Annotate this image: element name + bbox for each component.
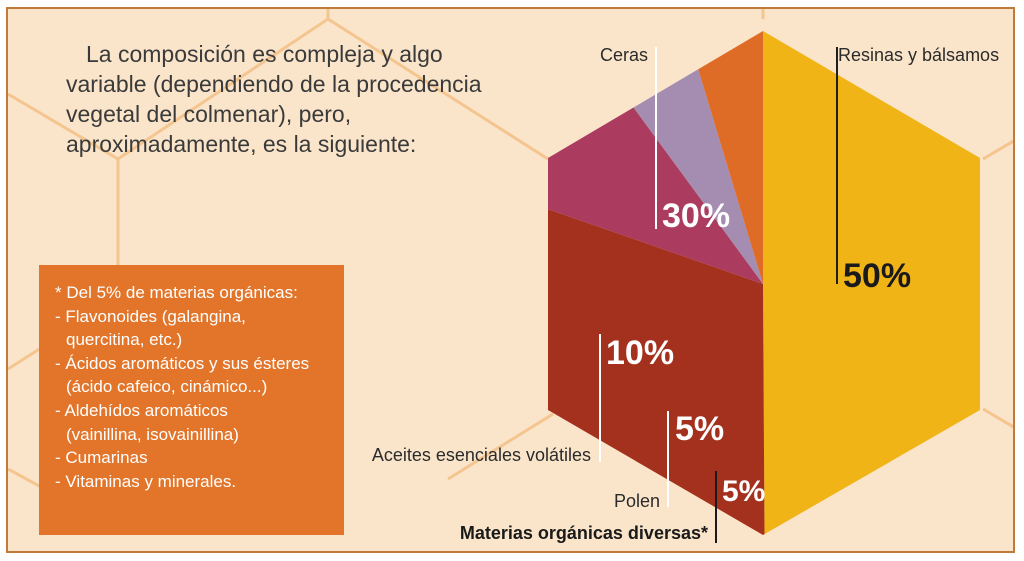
note-item: quercitina, etc.) <box>66 330 183 350</box>
honeycomb-line <box>982 407 1013 429</box>
slice-4 <box>698 31 763 284</box>
slice-percent-2: 10% <box>606 334 674 372</box>
organic-matter-list: * Del 5% de materias orgánicas: - Flavono… <box>55 281 334 493</box>
note-item: - Vitaminas y minerales. <box>55 471 237 491</box>
slice-percent-3: 5% <box>675 410 724 448</box>
slice-3 <box>633 69 763 284</box>
note-item: (ácido cafeico, cinámico...) <box>66 377 268 397</box>
honeycomb-line <box>982 139 1013 161</box>
slice-1 <box>548 209 765 535</box>
intro-paragraph: La composición es compleja y algo variab… <box>66 41 482 157</box>
honeycomb-line <box>447 412 554 481</box>
slice-label-3: Polen <box>614 491 660 511</box>
honeycomb-line <box>327 17 549 161</box>
slice-percent-0: 50% <box>843 257 911 295</box>
slice-percent-1: 30% <box>662 197 730 235</box>
infographic-frame: La composición es compleja y algo variab… <box>6 7 1015 553</box>
composition-hexagon-chart: Resinas y bálsamos 50% Ceras 30% Aceites ese… <box>372 31 999 543</box>
slice-label-1: Ceras <box>600 45 648 65</box>
note-item: - Flavonoides (galangina, <box>55 306 246 326</box>
slice-label-2: Aceites esenciales volátiles <box>372 445 591 465</box>
slice-label-4: Materias orgánicas diversas* <box>460 523 708 543</box>
note-item: - Ácidos aromáticos y sus ésteres <box>55 353 310 373</box>
slice-percent-4: 5% <box>722 475 765 508</box>
note-item: - Cumarinas <box>55 448 148 468</box>
note-item: - Aldehídos aromáticos <box>55 400 228 420</box>
slice-0 <box>763 31 980 535</box>
note-item: (vainillina, isovainillina) <box>66 424 239 444</box>
note-item: * Del 5% de materias orgánicas: <box>55 283 298 302</box>
organic-matter-note: * Del 5% de materias orgánicas: - Flavono… <box>39 265 344 535</box>
slice-label-0: Resinas y bálsamos <box>838 45 999 65</box>
